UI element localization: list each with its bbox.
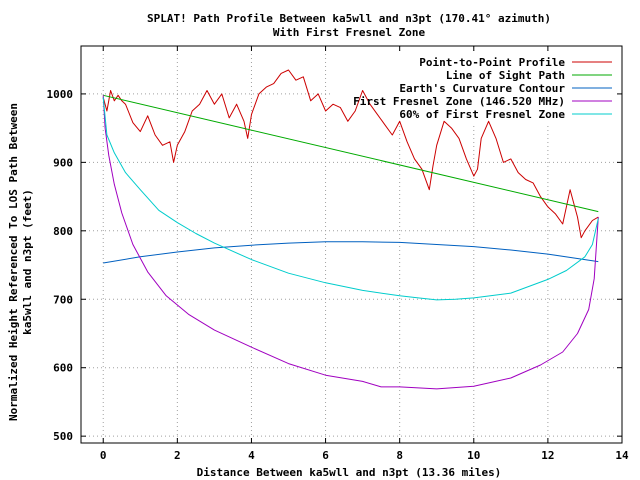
y-axis-label-line1: Normalized Height Referenced To LOS Path… [7,103,20,421]
legend-label: 60% of First Fresnel Zone [399,108,565,121]
legend-background [330,52,620,124]
legend-label: Earth's Curvature Contour [399,82,565,95]
y-tick-label: 900 [53,156,73,169]
y-tick-label: 700 [53,293,73,306]
y-tick-label: 500 [53,430,73,443]
series-line-4 [102,97,599,301]
legend-label: First Fresnel Zone (146.520 MHz) [353,95,565,108]
x-tick-label: 8 [396,449,403,462]
grid-lines [81,46,622,443]
legend-label: Point-to-Point Profile [419,56,565,69]
plot-frame [80,45,623,444]
y-tick-label: 800 [53,225,73,238]
y-tick-label: 600 [53,362,73,375]
x-tick-label: 12 [541,449,554,462]
chart-subtitle: With First Fresnel Zone [273,26,426,39]
y-axis-label-line2: ka5wll and n3pt (feet) [21,189,34,335]
series-line-0 [102,69,599,239]
series-line-1 [103,94,599,213]
x-tick-label: 2 [174,449,181,462]
x-tick-label: 0 [100,449,107,462]
series-line-2 [103,241,599,264]
x-tick-label: 10 [467,449,480,462]
x-tick-label: 4 [248,449,255,462]
legend-label: Line of Sight Path [446,69,565,82]
y-tick-label: 1000 [47,88,74,101]
x-axis-label: Distance Between ka5wll and n3pt (13.36 … [197,466,502,479]
series-line-3 [102,95,599,390]
x-tick-label: 14 [615,449,629,462]
x-tick-label: 6 [322,449,329,462]
data-series [102,69,599,390]
chart-title: SPLAT! Path Profile Between ka5wll and n… [147,12,551,25]
